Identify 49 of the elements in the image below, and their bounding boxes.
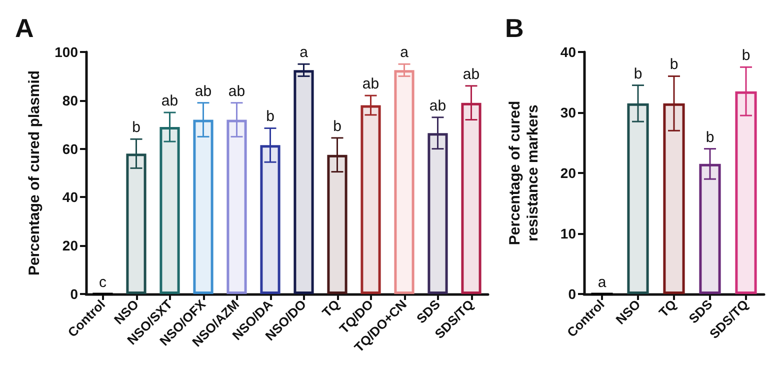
bar <box>193 120 214 294</box>
y-tick-label: 0 <box>70 286 78 302</box>
y-axis-title: Percentage of cured resistance markers <box>506 100 542 246</box>
bar <box>226 120 247 294</box>
annotation: ab <box>194 82 212 100</box>
annotation: b <box>670 56 678 74</box>
y-tick-label: 60 <box>62 140 78 157</box>
bar <box>294 70 314 294</box>
bar <box>360 105 381 294</box>
annotation: a <box>400 44 410 62</box>
y-tick-label: 10 <box>560 226 576 242</box>
bar <box>428 133 448 294</box>
annotation: ab <box>161 92 178 110</box>
bar <box>394 70 414 294</box>
annotation: b <box>742 47 750 64</box>
bar <box>663 103 685 294</box>
y-tick-label: 80 <box>62 92 78 108</box>
y-tick-label: 40 <box>560 44 576 60</box>
annotation: a <box>300 44 309 62</box>
annotation: b <box>132 119 140 136</box>
bar <box>160 127 180 294</box>
bar <box>260 145 280 294</box>
x-tick-label: TQ <box>319 296 343 320</box>
bar <box>327 154 348 294</box>
annotation: b <box>634 65 642 82</box>
y-tick-label: 40 <box>62 189 78 206</box>
annotation: ab <box>362 76 380 93</box>
annotation: ab <box>429 97 446 114</box>
annotation: ab <box>228 82 246 100</box>
annotation: b <box>706 128 714 146</box>
x-tick-label: TQ <box>656 296 680 320</box>
bar <box>735 91 757 294</box>
y-tick-label: 100 <box>54 44 78 60</box>
y-tick-label: 20 <box>560 165 576 181</box>
y-tick-label: 30 <box>560 104 576 120</box>
y-tick-label: 20 <box>62 238 78 254</box>
bar <box>461 102 482 294</box>
annotation: b <box>333 118 342 135</box>
bar <box>627 103 649 294</box>
annotation: ab <box>462 66 480 83</box>
annotation: b <box>266 108 274 126</box>
annotation: a <box>598 274 607 291</box>
annotation: c <box>99 274 107 291</box>
y-axis-title: Percentage of cured plasmid <box>26 70 44 276</box>
y-tick-label: 0 <box>568 286 576 302</box>
chart-title: B <box>505 13 524 43</box>
bar <box>699 164 721 294</box>
bar <box>126 154 146 294</box>
chart-title: A <box>15 13 34 43</box>
